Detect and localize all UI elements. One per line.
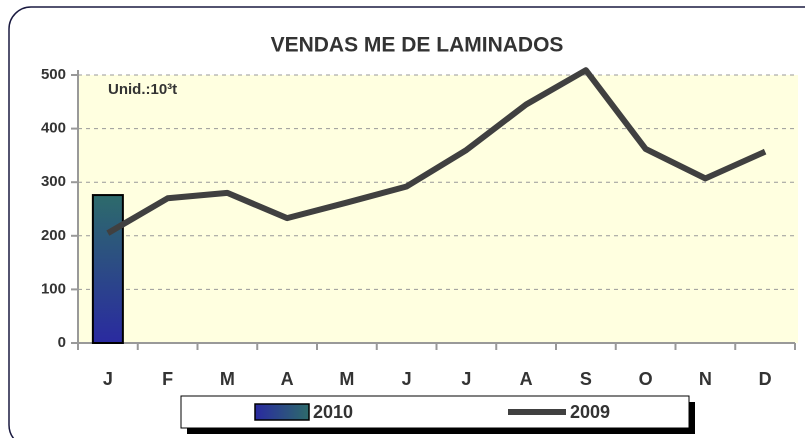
unit-label: Unid.:10³t xyxy=(108,81,177,98)
x-tick-label: J xyxy=(103,369,113,389)
legend-swatch xyxy=(254,403,310,421)
x-tick-label: J xyxy=(461,369,471,389)
y-tick-label: 200 xyxy=(41,227,66,244)
legend-label: 2009 xyxy=(570,402,610,422)
bar xyxy=(91,194,124,344)
chart-title: VENDAS ME DE LAMINADOS xyxy=(271,34,564,57)
y-tick-label: 0 xyxy=(58,334,66,351)
x-tick-label: M xyxy=(339,369,354,389)
x-tick-label: A xyxy=(520,369,533,389)
x-tick-label: D xyxy=(759,369,772,389)
x-tick-label: O xyxy=(639,369,653,389)
y-tick-label: 500 xyxy=(41,66,66,83)
y-tick-label: 400 xyxy=(41,120,66,137)
x-tick-label: N xyxy=(699,369,712,389)
x-tick-label: M xyxy=(220,369,235,389)
x-tick-label: A xyxy=(281,369,294,389)
x-tick-label: J xyxy=(402,369,412,389)
plot-area xyxy=(78,75,798,343)
line xyxy=(106,67,767,236)
y-tick-label: 300 xyxy=(41,173,66,190)
x-tick-label: F xyxy=(162,369,173,389)
y-tick-label: 100 xyxy=(41,280,66,297)
x-tick-label: S xyxy=(580,369,592,389)
frame xyxy=(8,6,805,438)
legend-label: 2010 xyxy=(313,402,353,422)
